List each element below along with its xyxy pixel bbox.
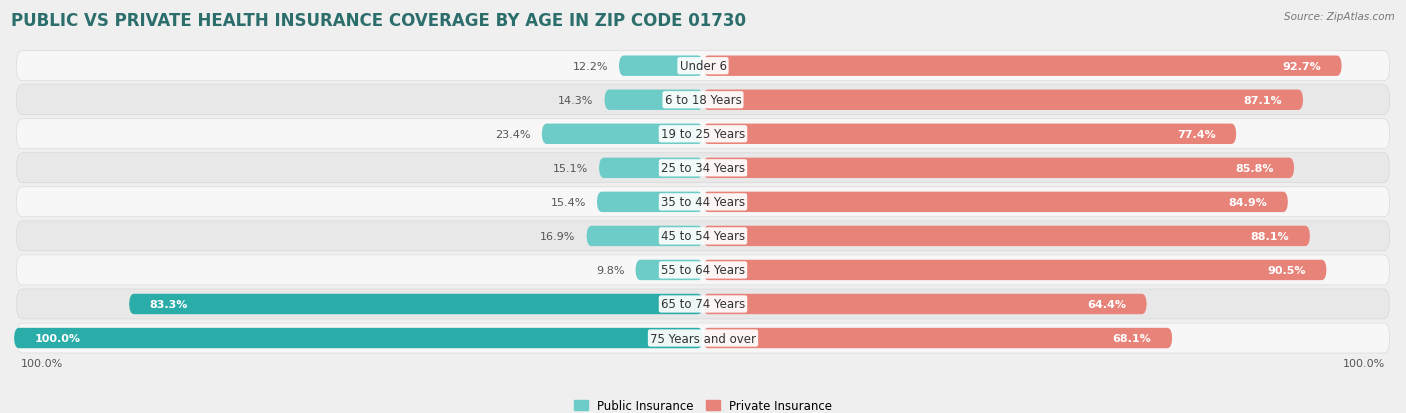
FancyBboxPatch shape bbox=[619, 56, 703, 77]
Text: 100.0%: 100.0% bbox=[35, 333, 80, 343]
FancyBboxPatch shape bbox=[17, 323, 1389, 353]
Text: 83.3%: 83.3% bbox=[150, 299, 188, 309]
FancyBboxPatch shape bbox=[129, 294, 703, 314]
FancyBboxPatch shape bbox=[586, 226, 703, 247]
FancyBboxPatch shape bbox=[598, 192, 703, 213]
Text: 75 Years and over: 75 Years and over bbox=[650, 332, 756, 345]
Text: 12.2%: 12.2% bbox=[572, 62, 607, 71]
Text: 16.9%: 16.9% bbox=[540, 231, 575, 241]
FancyBboxPatch shape bbox=[703, 158, 1294, 178]
FancyBboxPatch shape bbox=[17, 85, 1389, 116]
FancyBboxPatch shape bbox=[703, 90, 1303, 111]
Text: 90.5%: 90.5% bbox=[1267, 265, 1306, 275]
Text: PUBLIC VS PRIVATE HEALTH INSURANCE COVERAGE BY AGE IN ZIP CODE 01730: PUBLIC VS PRIVATE HEALTH INSURANCE COVER… bbox=[11, 12, 747, 30]
Text: Source: ZipAtlas.com: Source: ZipAtlas.com bbox=[1284, 12, 1395, 22]
Text: 100.0%: 100.0% bbox=[21, 358, 63, 368]
FancyBboxPatch shape bbox=[17, 188, 1389, 217]
Text: 55 to 64 Years: 55 to 64 Years bbox=[661, 264, 745, 277]
Text: 84.9%: 84.9% bbox=[1229, 197, 1267, 207]
FancyBboxPatch shape bbox=[14, 328, 703, 349]
Text: 19 to 25 Years: 19 to 25 Years bbox=[661, 128, 745, 141]
Text: 64.4%: 64.4% bbox=[1087, 299, 1126, 309]
Text: 65 to 74 Years: 65 to 74 Years bbox=[661, 298, 745, 311]
FancyBboxPatch shape bbox=[599, 158, 703, 178]
Text: 85.8%: 85.8% bbox=[1234, 164, 1274, 173]
Text: 45 to 54 Years: 45 to 54 Years bbox=[661, 230, 745, 243]
FancyBboxPatch shape bbox=[703, 294, 1147, 314]
Text: 35 to 44 Years: 35 to 44 Years bbox=[661, 196, 745, 209]
Text: 87.1%: 87.1% bbox=[1244, 95, 1282, 105]
Text: 15.4%: 15.4% bbox=[551, 197, 586, 207]
FancyBboxPatch shape bbox=[17, 154, 1389, 183]
FancyBboxPatch shape bbox=[17, 289, 1389, 319]
FancyBboxPatch shape bbox=[703, 192, 1288, 213]
FancyBboxPatch shape bbox=[703, 328, 1173, 349]
FancyBboxPatch shape bbox=[17, 255, 1389, 285]
FancyBboxPatch shape bbox=[636, 260, 703, 280]
FancyBboxPatch shape bbox=[17, 119, 1389, 150]
FancyBboxPatch shape bbox=[703, 226, 1310, 247]
Text: 68.1%: 68.1% bbox=[1112, 333, 1152, 343]
Text: 25 to 34 Years: 25 to 34 Years bbox=[661, 162, 745, 175]
FancyBboxPatch shape bbox=[17, 52, 1389, 81]
Text: 100.0%: 100.0% bbox=[1343, 358, 1385, 368]
Text: 14.3%: 14.3% bbox=[558, 95, 593, 105]
FancyBboxPatch shape bbox=[703, 56, 1341, 77]
Text: 9.8%: 9.8% bbox=[596, 265, 624, 275]
FancyBboxPatch shape bbox=[703, 124, 1236, 145]
FancyBboxPatch shape bbox=[703, 260, 1326, 280]
Text: 6 to 18 Years: 6 to 18 Years bbox=[665, 94, 741, 107]
FancyBboxPatch shape bbox=[605, 90, 703, 111]
Text: 23.4%: 23.4% bbox=[495, 129, 531, 140]
Legend: Public Insurance, Private Insurance: Public Insurance, Private Insurance bbox=[569, 394, 837, 413]
FancyBboxPatch shape bbox=[541, 124, 703, 145]
FancyBboxPatch shape bbox=[17, 221, 1389, 251]
Text: 77.4%: 77.4% bbox=[1177, 129, 1216, 140]
Text: 92.7%: 92.7% bbox=[1282, 62, 1322, 71]
Text: Under 6: Under 6 bbox=[679, 60, 727, 73]
Text: 88.1%: 88.1% bbox=[1251, 231, 1289, 241]
Text: 15.1%: 15.1% bbox=[553, 164, 588, 173]
